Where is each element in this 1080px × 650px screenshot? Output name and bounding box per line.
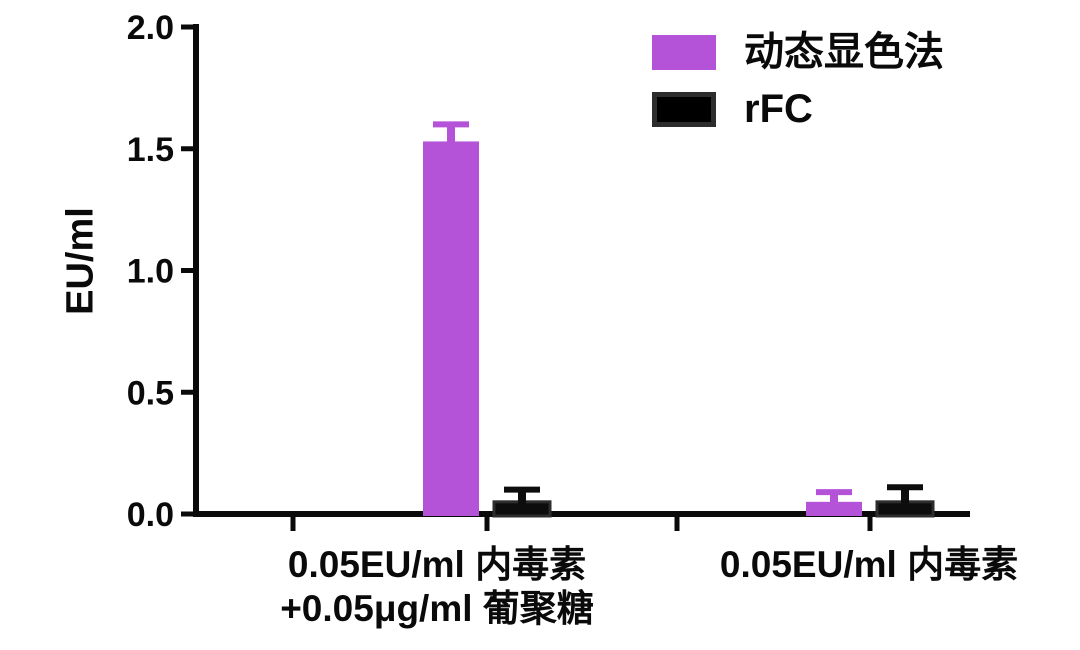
x-category-label-1-line1: 0.05EU/ml 内毒素 bbox=[287, 544, 587, 585]
y-tick-label: 0.5 bbox=[127, 374, 174, 412]
legend-label-rfc: rFC bbox=[744, 87, 813, 131]
x-category-label-1: 0.05EU/ml 内毒素 +0.05μg/ml 葡聚糖 bbox=[280, 543, 594, 631]
y-axis-title: EU/ml bbox=[59, 207, 102, 315]
legend-label-kinetic-chromogenic: 动态显色法 bbox=[744, 30, 944, 74]
y-tick-label: 0.0 bbox=[127, 496, 174, 534]
y-tick-label: 2.0 bbox=[127, 9, 174, 47]
x-category-label-2-line1: 0.05EU/ml 内毒素 bbox=[719, 544, 1019, 585]
legend-swatch-rfc bbox=[652, 92, 716, 127]
x-category-label-1-line2: +0.05μg/ml 葡聚糖 bbox=[280, 588, 594, 629]
legend-swatch-kinetic-chromogenic bbox=[652, 35, 716, 70]
y-tick-label: 1.0 bbox=[127, 253, 174, 291]
bar-series0-group0 bbox=[423, 141, 479, 516]
x-category-label-2: 0.05EU/ml 内毒素 bbox=[720, 543, 1018, 587]
legend-entry-kinetic-chromogenic: 动态显色法 bbox=[652, 30, 944, 74]
legend: 动态显色法 rFC bbox=[652, 30, 944, 131]
legend-entry-rfc: rFC bbox=[652, 87, 944, 131]
bar-series0-group1 bbox=[806, 501, 862, 516]
y-tick-label: 1.5 bbox=[127, 131, 174, 169]
